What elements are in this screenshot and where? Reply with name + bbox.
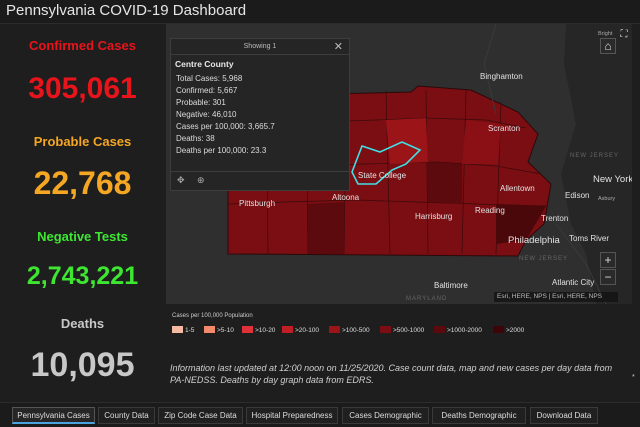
tab-zip-code-case-data[interactable]: Zip Code Case Data — [158, 407, 243, 424]
move-icon[interactable]: ✥ — [177, 175, 185, 185]
zoom-to-icon[interactable]: ⊕ — [197, 175, 205, 185]
map-label-edison: Edison — [565, 191, 590, 200]
map-label-new-jersey-top: NEW JERSEY — [570, 153, 620, 159]
centre-county-highlight[interactable] — [351, 141, 422, 185]
home-icon[interactable]: ⌂ — [600, 38, 616, 54]
dashboard-title: Pennsylvania COVID-19 Dashboard — [6, 2, 247, 19]
probable-cases-value: 22,768 — [33, 165, 132, 201]
map-label-baltimore: Baltimore — [434, 281, 468, 290]
deaths-label: Deaths — [60, 316, 105, 331]
legend-item: >10-20 — [242, 326, 275, 334]
legend-swatch — [493, 326, 504, 333]
map-label-philadelphia: Philadelphia — [508, 235, 560, 246]
legend-item: >100-500 — [329, 326, 370, 334]
tab-county-data[interactable]: County Data — [98, 407, 155, 424]
legend-item: >1000-2000 — [434, 326, 482, 334]
map-label-new-york: New York — [593, 174, 632, 185]
popup-line: Cases per 100,000: 3,665.7 — [176, 122, 275, 131]
tab-pennsylvania-cases[interactable]: Pennsylvania Cases — [12, 407, 95, 424]
county-tile[interactable] — [462, 120, 501, 164]
map-label-maryland: MARYLAND — [406, 296, 448, 302]
summary-panel: Confirmed Cases 305,061 Probable Cases 2… — [0, 24, 165, 400]
legend-item: >5-10 — [204, 326, 234, 334]
legend-item: >500-1000 — [380, 326, 424, 334]
close-icon[interactable]: ✕ — [333, 41, 343, 53]
legend-swatch — [282, 326, 293, 333]
county-tile[interactable] — [496, 204, 546, 244]
map-label-pittsburgh: Pittsburgh — [239, 199, 276, 208]
map-label-allentown: Allentown — [500, 184, 535, 193]
map-label-binghamton: Binghamton — [480, 72, 523, 81]
tab-hospital-preparedness[interactable]: Hospital Preparedness — [246, 407, 338, 424]
probable-cases-label: Probable Cases — [33, 134, 132, 149]
legend-title: Cases per 100,000 Population — [172, 313, 253, 319]
popup-line: Deaths per 100,000: 23.3 — [176, 146, 267, 155]
popup-line: Negative: 46,010 — [176, 110, 237, 119]
legend-swatch — [380, 326, 391, 333]
popup-header-text: Showing 1 — [243, 43, 277, 50]
tab-deaths-demographic[interactable]: Deaths Demographic — [432, 407, 526, 424]
negative-tests-label: Negative Tests — [37, 229, 128, 244]
zoom-in-button[interactable]: + — [600, 252, 616, 268]
popup-footer: ✥ ⊕ — [171, 171, 349, 191]
map-label-toms-river: Toms River — [569, 234, 610, 243]
map-label-new-jersey-bottom: NEW JERSEY — [519, 256, 569, 262]
map-label-trenton: Trenton — [541, 214, 569, 223]
negative-tests-value: 2,743,221 — [26, 262, 139, 290]
legend-swatch — [172, 326, 183, 333]
county-tile[interactable] — [426, 162, 462, 204]
header-bar: Pennsylvania COVID-19 Dashboard — [0, 0, 640, 24]
update-info-text: Information last updated at 12:00 noon o… — [170, 363, 613, 385]
map-label-state-college: State College — [358, 171, 407, 180]
popup-line: Total Cases: 5,968 — [176, 74, 243, 83]
county-tile[interactable] — [386, 118, 428, 164]
map-label-altoona: Altoona — [332, 193, 360, 202]
popup-line: Deaths: 38 — [176, 134, 215, 143]
map-legend: Cases per 100,000 Population 1-5 >5-10 >… — [172, 313, 632, 343]
legend-item: >20-100 — [282, 326, 319, 334]
popup-header: Showing 1 ✕ — [171, 39, 349, 55]
popup-line: Confirmed: 5,667 — [176, 86, 238, 95]
legend-item: >2000 — [493, 326, 524, 334]
county-tile[interactable] — [308, 202, 344, 254]
map-label-atlantic-city: Atlantic City — [552, 278, 595, 287]
map-attribution: Esri, HERE, NPS | Esri, HERE, NPS — [494, 292, 618, 302]
legend-item: 1-5 — [172, 326, 194, 334]
tab-bar: Pennsylvania Cases County Data Zip Code … — [0, 402, 640, 427]
confirmed-cases-value: 305,061 — [28, 72, 137, 105]
map-label-scranton: Scranton — [488, 124, 521, 133]
tab-download-data[interactable]: Download Data — [530, 407, 598, 424]
map-label-asbury: Asbury — [598, 196, 616, 202]
deaths-value: 10,095 — [30, 346, 135, 384]
map-label-bright: Bright — [598, 31, 613, 37]
edge-note: * — [632, 374, 635, 381]
popup-county-name: Centre County — [175, 59, 234, 69]
tab-cases-demographic[interactable]: Cases Demographic — [342, 407, 429, 424]
map-label-reading: Reading — [475, 206, 505, 215]
fullscreen-icon[interactable]: ⛶ — [620, 29, 628, 40]
legend-swatch — [329, 326, 340, 333]
legend-swatch — [434, 326, 445, 333]
county-popup: Showing 1 ✕ Centre County Total Cases: 5… — [170, 38, 350, 191]
map-label-harrisburg: Harrisburg — [415, 212, 453, 221]
legend-swatch — [242, 326, 253, 333]
confirmed-cases-label: Confirmed Cases — [29, 38, 136, 53]
popup-line: Probable: 301 — [176, 98, 226, 107]
zoom-out-button[interactable]: − — [600, 269, 616, 285]
legend-swatch — [204, 326, 215, 333]
